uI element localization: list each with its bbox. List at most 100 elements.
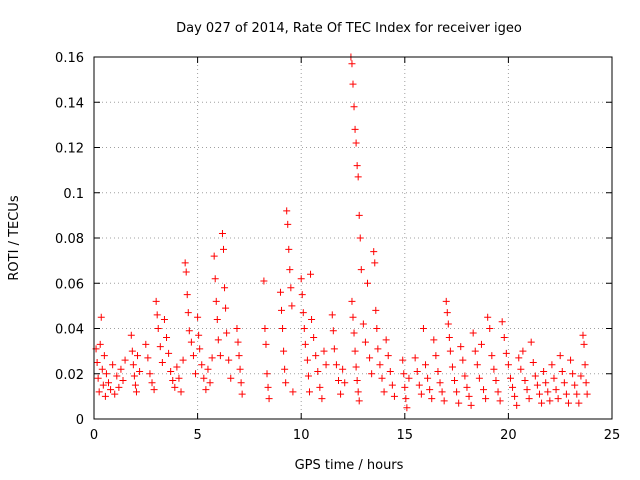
data-point	[459, 356, 467, 364]
data-point	[376, 361, 384, 369]
data-point	[373, 325, 381, 332]
data-point	[156, 343, 164, 351]
data-point	[519, 347, 527, 355]
data-point	[348, 60, 356, 68]
data-point	[513, 401, 521, 409]
data-point	[355, 397, 363, 405]
data-point	[179, 356, 187, 364]
data-point	[167, 367, 175, 375]
data-point	[225, 356, 233, 364]
data-point	[131, 381, 139, 389]
data-point	[488, 352, 496, 360]
data-point	[303, 356, 311, 364]
x-tick-label: 0	[90, 428, 98, 443]
data-point	[165, 349, 173, 357]
data-point	[531, 372, 539, 380]
data-point	[366, 354, 374, 362]
data-point	[496, 397, 504, 405]
data-point	[457, 343, 465, 351]
data-point	[527, 338, 535, 346]
data-point	[175, 374, 183, 382]
data-series	[92, 53, 591, 412]
data-point	[265, 395, 273, 403]
data-point	[285, 245, 293, 253]
data-point	[550, 374, 558, 382]
data-point	[388, 381, 396, 389]
data-point	[444, 320, 452, 328]
data-point	[440, 397, 448, 405]
axis-ticks: 0 5 10 15 20 25 0 0.02 0.04 0.06 0.08 0.1 0.12 0.14 0.…	[55, 51, 620, 443]
y-tick-label: 0.16	[55, 51, 84, 66]
data-point	[511, 392, 519, 400]
data-point	[173, 363, 181, 371]
data-point	[552, 386, 560, 394]
data-point	[471, 347, 479, 355]
data-point	[211, 275, 219, 283]
data-point	[310, 334, 318, 342]
data-point	[263, 370, 271, 378]
data-point	[121, 356, 129, 364]
data-point	[216, 352, 224, 360]
data-point	[142, 340, 150, 348]
data-point	[289, 388, 297, 396]
data-point	[354, 173, 362, 181]
data-point	[417, 390, 425, 398]
data-point	[129, 361, 137, 369]
y-tick-label: 0.08	[55, 232, 84, 247]
data-point	[195, 331, 203, 339]
data-point	[177, 388, 185, 396]
data-point	[502, 349, 510, 357]
data-point	[150, 386, 158, 394]
data-point	[322, 361, 330, 369]
data-point	[370, 248, 378, 256]
data-point	[96, 340, 104, 348]
data-point	[154, 325, 162, 332]
data-point	[339, 365, 347, 373]
data-point	[473, 361, 481, 369]
data-point	[378, 374, 386, 382]
grid-lines	[94, 57, 612, 419]
data-point	[202, 386, 210, 394]
data-point	[160, 315, 168, 323]
data-point	[446, 347, 454, 355]
data-point	[448, 363, 456, 371]
data-point	[469, 329, 477, 337]
data-point	[517, 365, 525, 373]
data-point	[371, 259, 379, 267]
data-point	[189, 352, 197, 360]
data-point	[352, 139, 360, 147]
data-point	[405, 374, 413, 382]
data-point	[128, 347, 136, 355]
data-point	[399, 356, 407, 364]
data-point	[575, 399, 583, 407]
data-point	[318, 395, 326, 403]
data-point	[95, 388, 103, 396]
data-point	[210, 252, 218, 260]
data-point	[328, 311, 336, 319]
data-point	[515, 354, 523, 362]
data-point	[504, 361, 512, 369]
data-point	[361, 338, 369, 346]
data-point	[577, 372, 585, 380]
data-point	[101, 392, 109, 400]
data-point	[212, 297, 220, 305]
data-point	[284, 220, 292, 228]
data-point	[297, 275, 305, 283]
data-point	[432, 352, 440, 360]
data-point	[480, 386, 488, 394]
data-point	[386, 367, 394, 375]
data-point	[222, 304, 230, 312]
data-point	[580, 340, 588, 348]
data-point	[341, 379, 349, 387]
data-point	[312, 352, 320, 360]
data-point	[581, 361, 589, 369]
data-point	[146, 370, 154, 378]
data-point	[368, 370, 376, 378]
data-point	[314, 367, 322, 375]
data-point	[492, 377, 500, 385]
data-point	[185, 327, 193, 335]
x-tick-label: 10	[293, 428, 310, 443]
data-point	[467, 401, 475, 409]
x-tick-label: 25	[604, 428, 621, 443]
data-point	[196, 345, 204, 353]
